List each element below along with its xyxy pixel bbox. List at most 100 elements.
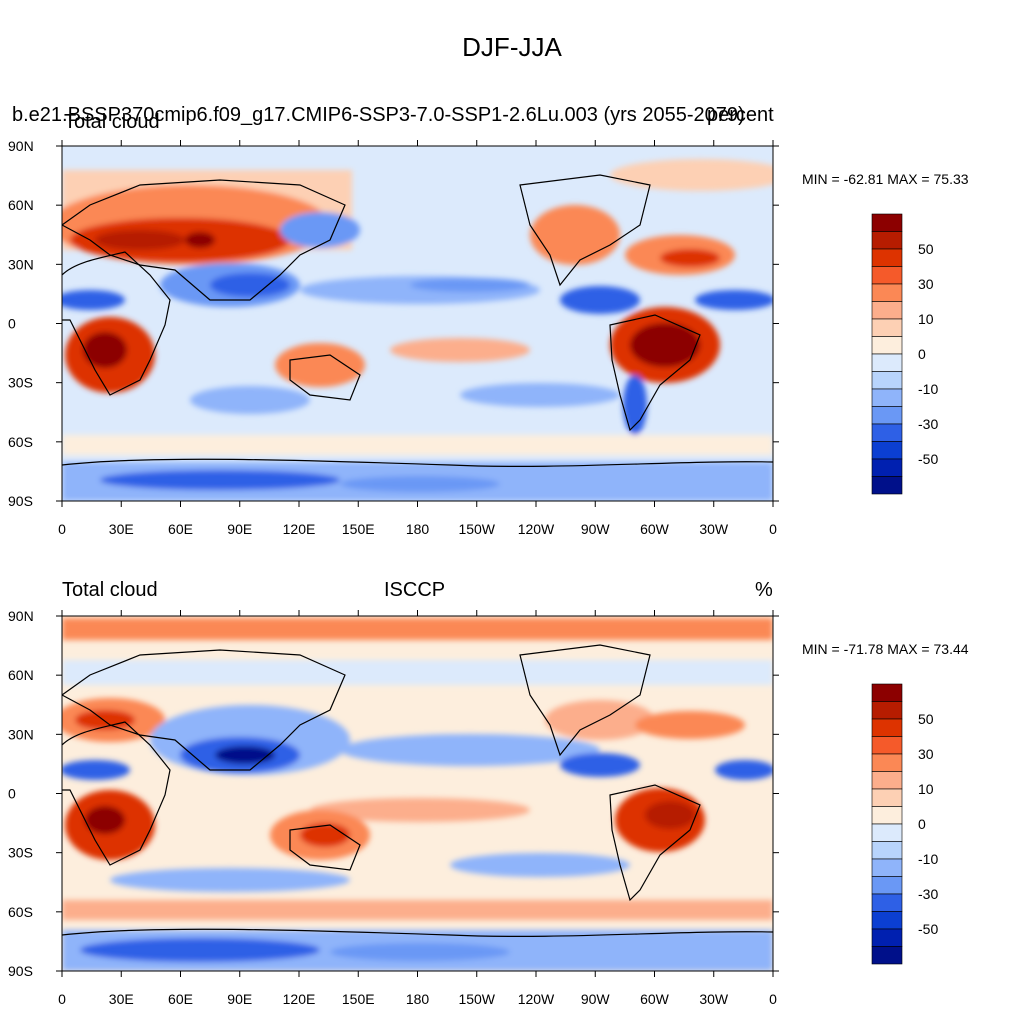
axes-layer: 90N 60N 30N 0 30S 60S 90S 0 30E 60E 90E 120E 150E 180… (8, 138, 779, 1007)
lat-tick-label: 30S (8, 845, 33, 861)
panel2-variable-string: Total cloud (62, 579, 158, 601)
lon-tick-label: 180 (406, 991, 430, 1007)
panel2-source-string: ISCCP (384, 579, 446, 601)
colorbar-label: 10 (918, 311, 934, 327)
panel2-units-string: % (755, 579, 773, 601)
panel2-min-max: MIN = -71.78 MAX = 73.44 (802, 641, 969, 657)
panel1-case-string: b.e21.BSSP370cmip6.f09_g17.CMIP6-SSP3-7.… (12, 104, 745, 126)
colorbar-box (871, 476, 903, 495)
panel1-variable-string: Total cloud (64, 111, 160, 133)
colorbar-box (871, 266, 903, 285)
panel2-colorbar: 50 30 10 0 -10 -30 -50 (871, 683, 938, 965)
lon-tick-label: 120W (518, 991, 555, 1007)
lon-tick-label: 0 (769, 521, 777, 537)
colorbar-box (871, 353, 903, 372)
colorbar-box (871, 213, 903, 232)
colorbar-box (871, 371, 903, 390)
lat-tick-label: 60S (8, 904, 33, 920)
figure-title: DJF-JJA (462, 32, 562, 62)
lon-tick-label: 150E (342, 991, 375, 1007)
panel1-min-max: MIN = -62.81 MAX = 75.33 (802, 171, 969, 187)
colorbar-box (871, 248, 903, 267)
lon-tick-label: 120E (283, 521, 316, 537)
colorbar-box (871, 388, 903, 407)
panel1-map (61, 145, 774, 502)
lon-tick-label: 150W (458, 991, 495, 1007)
lon-tick-label: 90E (227, 521, 252, 537)
panel2-map (61, 615, 774, 972)
lon-tick-label: 180 (406, 521, 430, 537)
colorbar-box (871, 771, 903, 790)
panel1-colorbar: 50 30 10 0 -10 -30 -50 (871, 213, 938, 495)
lon-tick-label: 90W (581, 991, 611, 1007)
lat-tick-label: 90S (8, 493, 33, 509)
colorbar-box (871, 806, 903, 825)
lat-tick-label: 30N (8, 256, 34, 272)
lat-tick-label: 30S (8, 375, 33, 391)
lon-tick-label: 0 (58, 521, 66, 537)
lat-tick-label: 90N (8, 138, 34, 154)
lon-tick-label: 60W (640, 991, 670, 1007)
colorbar-label: 50 (918, 711, 934, 727)
colorbar-label: 30 (918, 746, 934, 762)
colorbar-box (871, 423, 903, 442)
panel1-field (62, 146, 773, 501)
colorbar-box (871, 946, 903, 965)
colorbar-box (871, 718, 903, 737)
colorbar-box (871, 283, 903, 302)
colorbar-box (871, 683, 903, 702)
lon-tick-label: 60E (168, 991, 193, 1007)
lon-tick-label: 120E (283, 991, 316, 1007)
lat-tick-label: 90N (8, 608, 34, 624)
colorbar-box (871, 893, 903, 912)
colorbar-box (871, 841, 903, 860)
colorbar-box (871, 911, 903, 930)
colorbar-box (871, 441, 903, 460)
lat-tick-label: 0 (8, 786, 16, 802)
colorbar-label: -30 (918, 416, 938, 432)
colorbar-box (871, 736, 903, 755)
colorbar-label: 30 (918, 276, 934, 292)
lon-tick-label: 30W (699, 991, 729, 1007)
colorbar-label: 0 (918, 816, 926, 832)
lat-tick-label: 60N (8, 197, 34, 213)
colorbar-label: -10 (918, 381, 938, 397)
colorbar-box (871, 858, 903, 877)
lon-tick-label: 0 (769, 991, 777, 1007)
lon-tick-label: 30W (699, 521, 729, 537)
lat-tick-label: 60S (8, 434, 33, 450)
lat-tick-label: 30N (8, 726, 34, 742)
lon-tick-label: 30E (109, 991, 134, 1007)
colorbar-label: -10 (918, 851, 938, 867)
colorbar-box (871, 876, 903, 895)
lat-tick-label: 0 (8, 316, 16, 332)
lon-tick-label: 150E (342, 521, 375, 537)
colorbar-box (871, 406, 903, 425)
colorbar-label: 50 (918, 241, 934, 257)
colorbar-box (871, 336, 903, 355)
lon-tick-label: 90W (581, 521, 611, 537)
colorbar-label: -50 (918, 921, 938, 937)
panel1-units-string: percent (707, 104, 774, 126)
panel2-field (62, 616, 773, 971)
colorbar-label: -50 (918, 451, 938, 467)
lon-tick-label: 60E (168, 521, 193, 537)
lat-tick-label: 60N (8, 667, 34, 683)
colorbar-box (871, 753, 903, 772)
colorbar-box (871, 301, 903, 320)
lon-tick-label: 120W (518, 521, 555, 537)
lat-tick-label: 90S (8, 963, 33, 979)
lon-tick-label: 150W (458, 521, 495, 537)
colorbar-box (871, 928, 903, 947)
colorbar-box (871, 788, 903, 807)
colorbar-box (871, 701, 903, 720)
colorbar-label: 10 (918, 781, 934, 797)
lon-tick-label: 90E (227, 991, 252, 1007)
colorbar-label: -30 (918, 886, 938, 902)
colorbar-box (871, 458, 903, 477)
colorbar-box (871, 823, 903, 842)
colorbar-box (871, 318, 903, 337)
lon-tick-label: 0 (58, 991, 66, 1007)
colorbar-label: 0 (918, 346, 926, 362)
